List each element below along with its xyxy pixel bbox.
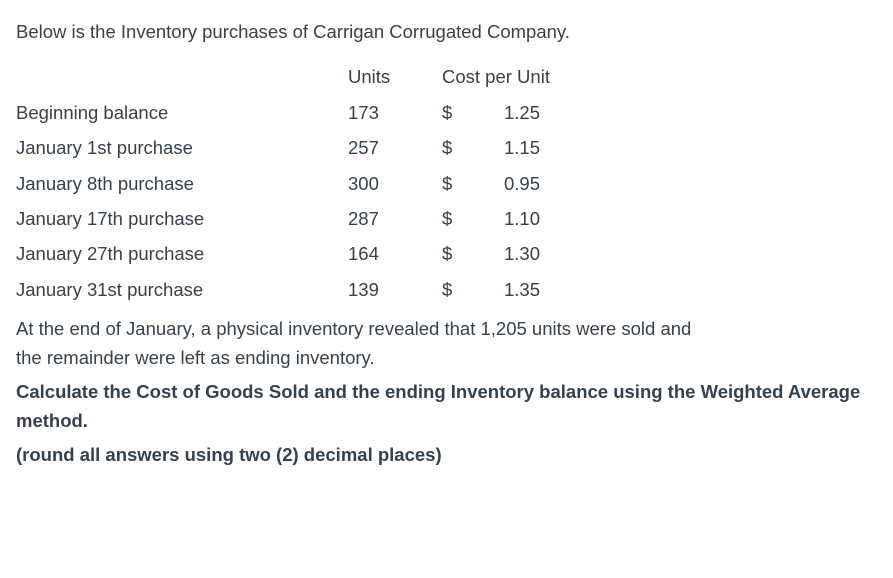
inventory-table: Units Cost per Unit Beginning balance173… (16, 59, 564, 307)
row-label: January 31st purchase (16, 272, 348, 307)
row-label: January 1st purchase (16, 130, 348, 165)
row-cost: 1.10 (504, 201, 564, 236)
row-currency-symbol: $ (442, 201, 504, 236)
row-label: January 17th purchase (16, 201, 348, 236)
header-units: Units (348, 59, 442, 94)
row-cost: 0.95 (504, 166, 564, 201)
table-row: January 31st purchase139$1.35 (16, 272, 564, 307)
table-header-row: Units Cost per Unit (16, 59, 564, 94)
row-currency-symbol: $ (442, 166, 504, 201)
row-currency-symbol: $ (442, 272, 504, 307)
intro-text: Below is the Inventory purchases of Carr… (16, 18, 576, 45)
row-units: 257 (348, 130, 442, 165)
row-currency-symbol: $ (442, 95, 504, 130)
row-label: January 8th purchase (16, 166, 348, 201)
table-row: January 27th purchase164$1.30 (16, 236, 564, 271)
row-cost: 1.15 (504, 130, 564, 165)
row-units: 139 (348, 272, 442, 307)
row-cost: 1.25 (504, 95, 564, 130)
sold-text-line1: At the end of January, a physical invent… (16, 315, 875, 342)
instruction-line1: Calculate the Cost of Goods Sold and the… (16, 378, 875, 405)
table-row: January 17th purchase287$1.10 (16, 201, 564, 236)
rounding-note: (round all answers using two (2) decimal… (16, 441, 875, 468)
row-label: Beginning balance (16, 95, 348, 130)
row-units: 287 (348, 201, 442, 236)
table-row: January 1st purchase257$1.15 (16, 130, 564, 165)
table-row: January 8th purchase300$0.95 (16, 166, 564, 201)
row-units: 173 (348, 95, 442, 130)
header-cost: Cost per Unit (442, 59, 564, 94)
row-units: 164 (348, 236, 442, 271)
row-cost: 1.30 (504, 236, 564, 271)
sold-text-line2: the remainder were left as ending invent… (16, 344, 875, 371)
row-currency-symbol: $ (442, 236, 504, 271)
instruction-line2: method. (16, 407, 875, 434)
row-currency-symbol: $ (442, 130, 504, 165)
row-cost: 1.35 (504, 272, 564, 307)
row-label: January 27th purchase (16, 236, 348, 271)
table-row: Beginning balance173$1.25 (16, 95, 564, 130)
header-blank (16, 59, 348, 94)
row-units: 300 (348, 166, 442, 201)
